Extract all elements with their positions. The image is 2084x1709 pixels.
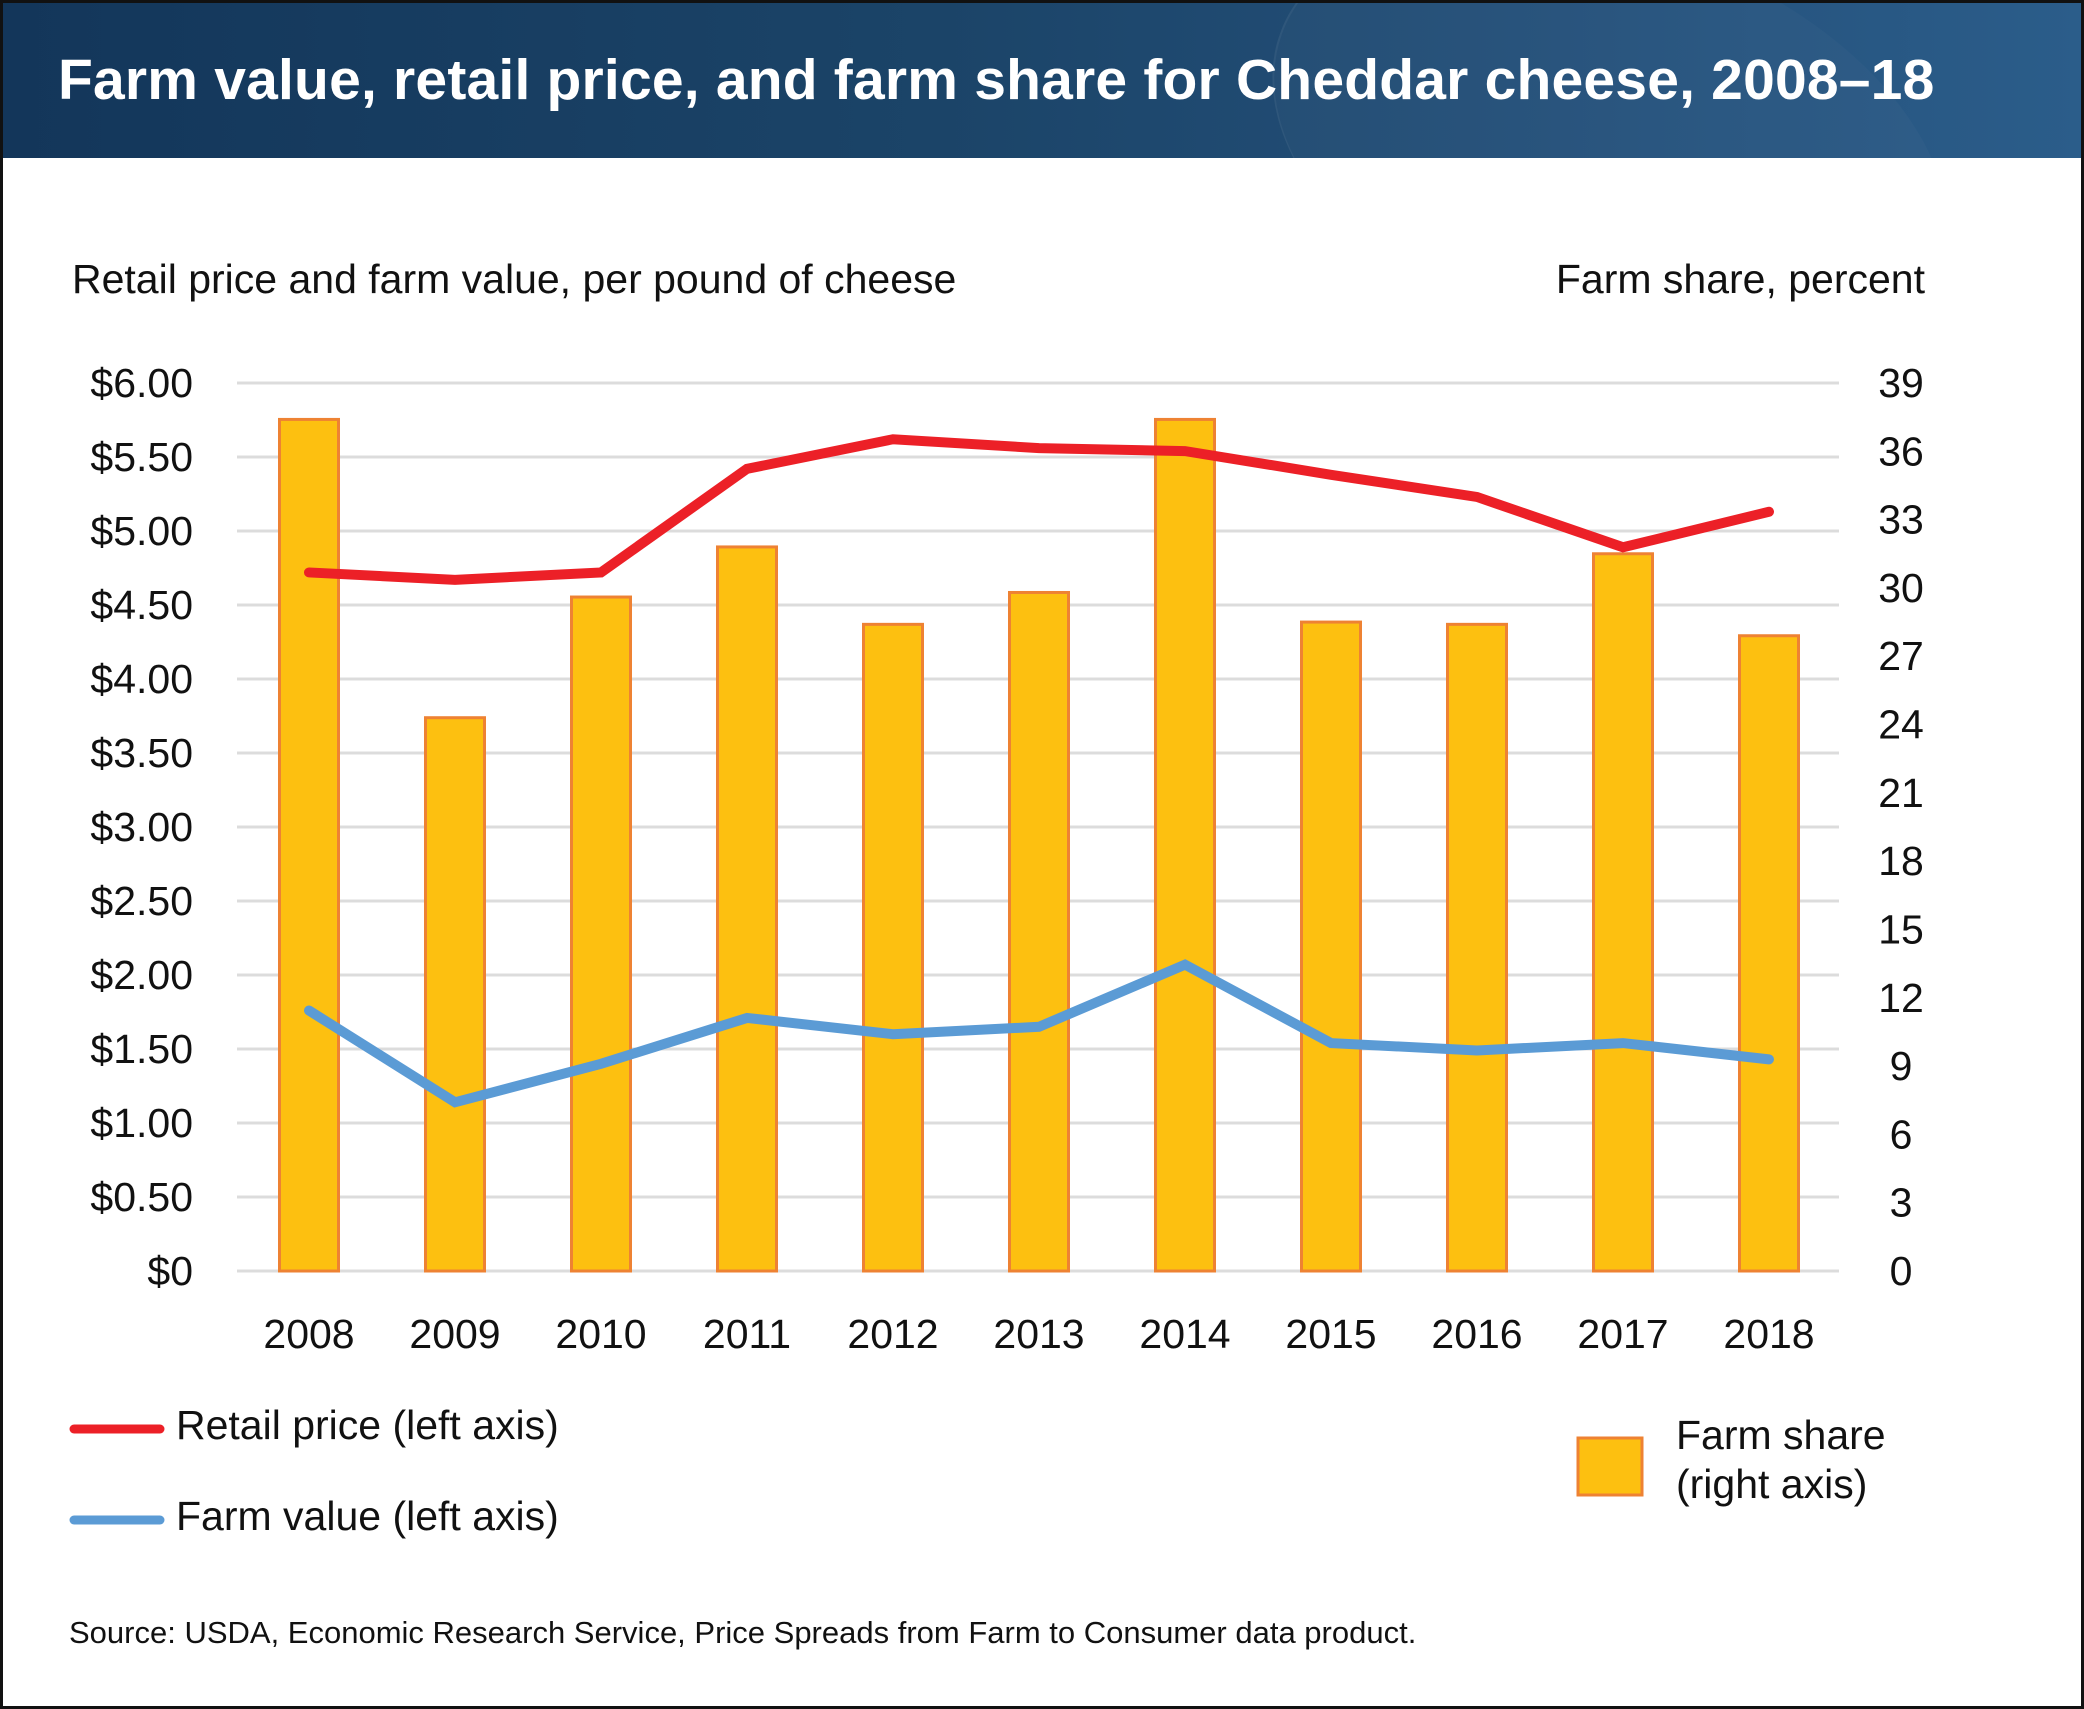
x-tick-label: 2015 <box>1285 1311 1376 1357</box>
right-tick-label: 21 <box>1878 770 1924 816</box>
farm-share-bar <box>1300 620 1362 1273</box>
left-tick-label: $2.00 <box>90 952 193 998</box>
right-tick-label: 39 <box>1878 360 1924 406</box>
left-tick-label: $0.50 <box>90 1174 193 1220</box>
x-tick-label: 2018 <box>1723 1311 1814 1357</box>
right-tick-label: 12 <box>1878 975 1924 1021</box>
left-tick-label: $5.00 <box>90 508 193 554</box>
left-tick-label: $5.50 <box>90 434 193 480</box>
farm-share-bar <box>1738 634 1800 1273</box>
farm-share-bar <box>1446 622 1508 1273</box>
chart-canvas: Retail price and farm value, per pound o… <box>69 256 1926 1539</box>
farm-share-bar <box>424 716 486 1273</box>
x-tick-label: 2010 <box>555 1311 646 1357</box>
x-tick-label: 2009 <box>409 1311 500 1357</box>
source-note: Source: USDA, Economic Research Service,… <box>69 1615 1417 1650</box>
right-tick-label: 27 <box>1878 633 1924 679</box>
legend-retail-price-label: Retail price (left axis) <box>176 1402 559 1448</box>
right-tick-label: 18 <box>1878 838 1924 884</box>
farm-share-bar <box>716 545 778 1273</box>
x-tick-label: 2011 <box>703 1311 791 1357</box>
farm-share-bar <box>1008 590 1070 1273</box>
legend-farm-share-swatch <box>1576 1436 1644 1497</box>
left-tick-label: $1.00 <box>90 1100 193 1146</box>
farm-share-bars <box>278 417 1800 1273</box>
left-axis-ticks: $0 $0.50 $1.00 $1.50 $2.00 $2.50 $3.00 $3.50 $4.… <box>90 360 193 1294</box>
farm-share-bar <box>1154 417 1216 1273</box>
farm-share-bar <box>278 417 340 1273</box>
x-tick-label: 2014 <box>1139 1311 1230 1357</box>
legend-farm-share-label-line2: (right axis) <box>1676 1461 1867 1507</box>
retail-price-line <box>304 434 1774 585</box>
right-axis-title: Farm share, percent <box>1556 256 1926 302</box>
x-tick-label: 2012 <box>847 1311 938 1357</box>
x-tick-label: 2017 <box>1577 1311 1668 1357</box>
left-tick-label: $2.50 <box>90 878 193 924</box>
left-tick-label: $6.00 <box>90 360 193 406</box>
left-axis-title: Retail price and farm value, per pound o… <box>72 256 956 302</box>
chart-title: Farm value, retail price, and farm share… <box>58 48 1935 112</box>
right-tick-label: 0 <box>1890 1248 1913 1294</box>
right-tick-label: 36 <box>1878 428 1924 474</box>
header-banner: Farm value, retail price, and farm share… <box>3 3 2081 158</box>
legend-farm-value-label: Farm value (left axis) <box>176 1493 559 1539</box>
x-tick-label: 2016 <box>1431 1311 1522 1357</box>
legend: Retail price (left axis) Farm value (lef… <box>69 1402 1886 1539</box>
right-tick-label: 9 <box>1890 1043 1913 1089</box>
left-tick-label: $0 <box>147 1248 193 1294</box>
left-tick-label: $3.50 <box>90 730 193 776</box>
left-tick-label: $1.50 <box>90 1026 193 1072</box>
x-axis-ticks: 2008 2009 2010 2011 2012 2013 2014 2015 2016 2017… <box>263 1311 1814 1357</box>
right-tick-label: 30 <box>1878 565 1924 611</box>
farm-share-bar <box>862 622 924 1273</box>
line-series <box>304 434 1774 1108</box>
x-tick-label: 2008 <box>263 1311 354 1357</box>
right-tick-label: 24 <box>1878 702 1924 748</box>
farm-value-line <box>304 959 1774 1108</box>
legend-farm-share-label-line1: Farm share <box>1676 1412 1886 1458</box>
right-tick-label: 6 <box>1890 1111 1913 1157</box>
farm-share-bar <box>570 595 632 1273</box>
right-tick-label: 33 <box>1878 497 1924 543</box>
x-tick-label: 2013 <box>993 1311 1084 1357</box>
left-tick-label: $4.00 <box>90 656 193 702</box>
right-tick-label: 15 <box>1878 906 1924 952</box>
right-tick-label: 3 <box>1890 1180 1913 1226</box>
farm-share-bar <box>1592 552 1654 1273</box>
left-tick-label: $3.00 <box>90 804 193 850</box>
left-tick-label: $4.50 <box>90 582 193 628</box>
